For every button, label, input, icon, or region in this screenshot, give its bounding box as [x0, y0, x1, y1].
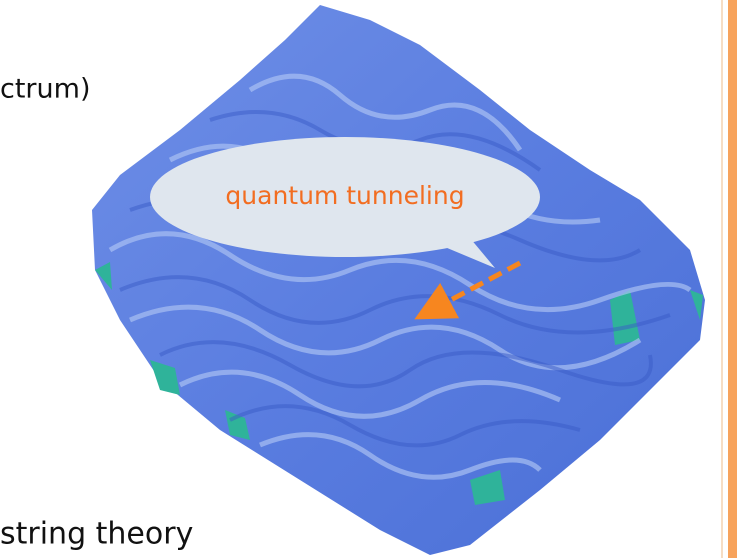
- bottom-text: string theory: [0, 517, 193, 552]
- bubble-text: quantum tunneling: [225, 181, 464, 210]
- top-text: ctrum): [0, 74, 90, 105]
- border-bar: [728, 0, 737, 558]
- slide: quantum tunneling ctrum) string theory: [0, 0, 743, 558]
